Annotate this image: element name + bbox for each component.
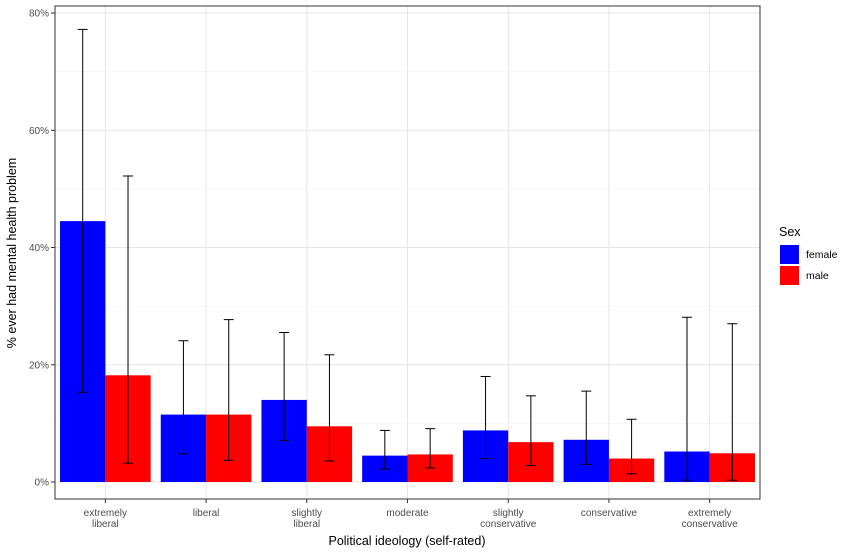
legend-key-female: [780, 245, 799, 264]
y-tick-label: 40%: [29, 243, 49, 254]
legend: Sex female male: [779, 225, 838, 285]
legend-title: Sex: [779, 225, 801, 239]
y-tick-label: 0%: [35, 478, 50, 489]
x-axis-ticks: extremely liberal liberal slightly liberal mo…: [84, 499, 738, 530]
legend-label-male: male: [806, 270, 829, 282]
x-tick-label: moderate: [386, 508, 429, 519]
x-axis-title: Political ideology (self-rated): [328, 534, 485, 548]
y-tick-label: 60%: [29, 126, 49, 137]
x-tick-label: liberal: [193, 508, 220, 519]
x-tick-label: slightly conservative: [480, 508, 537, 530]
x-tick-label: slightly liberal: [291, 508, 322, 530]
x-tick-label: conservative: [581, 508, 638, 519]
y-axis-title: % ever had mental health problem: [5, 158, 19, 348]
y-tick-label: 80%: [29, 9, 49, 20]
y-axis-ticks: 0% 20% 40% 60% 80%: [29, 9, 55, 489]
x-tick-label: extremely liberal: [84, 508, 127, 530]
x-tick-label: extremely conservative: [682, 508, 739, 530]
legend-key-male: [780, 266, 799, 285]
legend-label-female: female: [806, 249, 838, 261]
error-bars: [77, 28, 738, 481]
y-tick-label: 20%: [29, 360, 49, 371]
